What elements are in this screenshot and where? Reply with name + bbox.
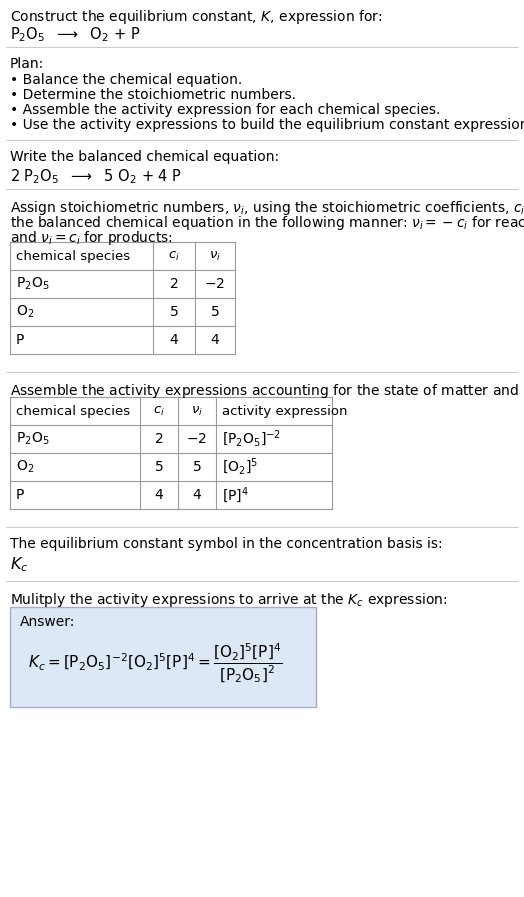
Text: $\mathrm{O_2}$: $\mathrm{O_2}$ <box>16 304 34 320</box>
Text: $\mathrm{O_2}$: $\mathrm{O_2}$ <box>16 458 34 475</box>
Text: 5: 5 <box>193 460 201 474</box>
Text: $\mathrm{P_2O_5}$: $\mathrm{P_2O_5}$ <box>16 431 50 448</box>
Text: Assign stoichiometric numbers, $\nu_i$, using the stoichiometric coefficients, $: Assign stoichiometric numbers, $\nu_i$, … <box>10 199 524 217</box>
Text: $\mathrm{P_2O_5}$  $\longrightarrow$  $\mathrm{O_2}$ + P: $\mathrm{P_2O_5}$ $\longrightarrow$ $\ma… <box>10 25 140 44</box>
Text: 5: 5 <box>211 305 220 319</box>
Text: chemical species: chemical species <box>16 249 130 263</box>
Text: • Determine the stoichiometric numbers.: • Determine the stoichiometric numbers. <box>10 88 296 102</box>
Text: $-2$: $-2$ <box>187 432 208 446</box>
Text: $[\mathrm{O_2}]^5$: $[\mathrm{O_2}]^5$ <box>222 457 258 477</box>
Text: • Balance the chemical equation.: • Balance the chemical equation. <box>10 73 242 87</box>
Text: Answer:: Answer: <box>20 615 75 629</box>
Text: The equilibrium constant symbol in the concentration basis is:: The equilibrium constant symbol in the c… <box>10 537 443 551</box>
Text: Mulitply the activity expressions to arrive at the $K_c$ expression:: Mulitply the activity expressions to arr… <box>10 591 447 609</box>
Text: $\nu_i$: $\nu_i$ <box>209 249 221 263</box>
Text: $K_c$: $K_c$ <box>10 555 28 574</box>
Text: chemical species: chemical species <box>16 405 130 417</box>
Text: 5: 5 <box>155 460 163 474</box>
Text: 2: 2 <box>170 277 178 291</box>
Text: $\nu_i$: $\nu_i$ <box>191 405 203 417</box>
Text: $-2$: $-2$ <box>204 277 225 291</box>
Text: $\mathrm{P_2O_5}$: $\mathrm{P_2O_5}$ <box>16 275 50 292</box>
Text: Assemble the activity expressions accounting for the state of matter and $\nu_i$: Assemble the activity expressions accoun… <box>10 382 524 400</box>
Text: activity expression: activity expression <box>222 405 347 417</box>
Text: 2 $\mathrm{P_2O_5}$  $\longrightarrow$  5 $\mathrm{O_2}$ + 4 P: 2 $\mathrm{P_2O_5}$ $\longrightarrow$ 5 … <box>10 167 182 186</box>
Text: 4: 4 <box>155 488 163 502</box>
Text: and $\nu_i = c_i$ for products:: and $\nu_i = c_i$ for products: <box>10 229 173 247</box>
Text: P: P <box>16 488 25 502</box>
Text: 4: 4 <box>193 488 201 502</box>
Text: 4: 4 <box>211 333 220 347</box>
Text: $c_i$: $c_i$ <box>153 405 165 417</box>
Text: Write the balanced chemical equation:: Write the balanced chemical equation: <box>10 150 279 164</box>
Text: Construct the equilibrium constant, $K$, expression for:: Construct the equilibrium constant, $K$,… <box>10 8 383 26</box>
Text: $c_i$: $c_i$ <box>168 249 180 263</box>
Text: Plan:: Plan: <box>10 57 44 71</box>
Text: 4: 4 <box>170 333 178 347</box>
Text: $[\mathrm{P}]^4$: $[\mathrm{P}]^4$ <box>222 485 249 505</box>
Text: 5: 5 <box>170 305 178 319</box>
Text: $[\mathrm{P_2O_5}]^{-2}$: $[\mathrm{P_2O_5}]^{-2}$ <box>222 429 281 449</box>
Text: the balanced chemical equation in the following manner: $\nu_i = -c_i$ for react: the balanced chemical equation in the fo… <box>10 214 524 232</box>
Text: • Use the activity expressions to build the equilibrium constant expression.: • Use the activity expressions to build … <box>10 118 524 132</box>
Text: • Assemble the activity expression for each chemical species.: • Assemble the activity expression for e… <box>10 103 440 117</box>
Text: 2: 2 <box>155 432 163 446</box>
Text: P: P <box>16 333 25 347</box>
Text: $K_c = [\mathrm{P_2O_5}]^{-2} [\mathrm{O_2}]^5 [\mathrm{P}]^4 = \dfrac{[\mathrm{: $K_c = [\mathrm{P_2O_5}]^{-2} [\mathrm{O… <box>28 641 282 684</box>
FancyBboxPatch shape <box>10 607 316 707</box>
